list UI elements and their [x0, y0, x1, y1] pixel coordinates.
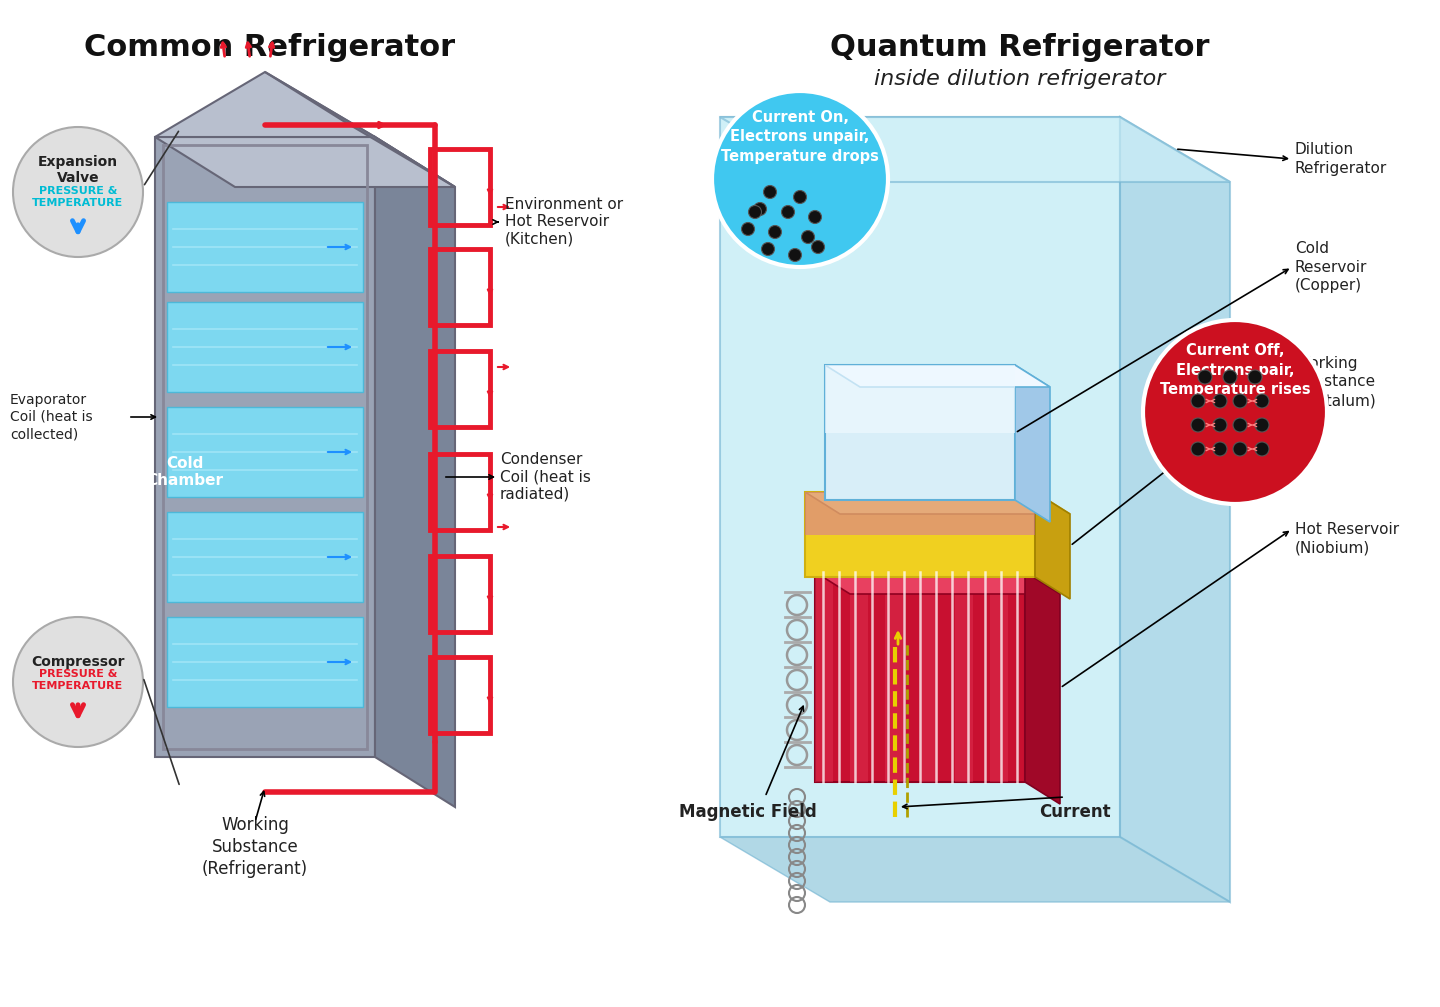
- Text: PRESSURE &
TEMPERATURE: PRESSURE & TEMPERATURE: [32, 670, 124, 691]
- Polygon shape: [815, 572, 1025, 782]
- Polygon shape: [886, 572, 903, 782]
- Polygon shape: [815, 572, 832, 782]
- Circle shape: [742, 223, 755, 236]
- Polygon shape: [720, 117, 1230, 182]
- Circle shape: [749, 205, 762, 219]
- Polygon shape: [991, 572, 1008, 782]
- Circle shape: [1191, 442, 1205, 456]
- Polygon shape: [1035, 492, 1070, 599]
- Polygon shape: [805, 492, 1035, 577]
- Circle shape: [769, 226, 782, 239]
- Polygon shape: [805, 492, 1035, 535]
- Polygon shape: [805, 492, 1070, 514]
- Text: Cold
Reservoir
(Copper): Cold Reservoir (Copper): [1295, 241, 1368, 293]
- Circle shape: [1256, 394, 1269, 408]
- Polygon shape: [156, 137, 455, 187]
- Circle shape: [1256, 418, 1269, 432]
- Polygon shape: [920, 572, 937, 782]
- Text: Expansion
Valve: Expansion Valve: [37, 155, 118, 185]
- Polygon shape: [1015, 365, 1050, 522]
- Polygon shape: [1120, 117, 1230, 902]
- Polygon shape: [825, 365, 1015, 433]
- Circle shape: [1212, 418, 1227, 432]
- Text: PRESSURE &
TEMPERATURE: PRESSURE & TEMPERATURE: [32, 186, 124, 207]
- Circle shape: [1212, 442, 1227, 456]
- Circle shape: [782, 205, 795, 219]
- Circle shape: [1191, 394, 1205, 408]
- Polygon shape: [167, 302, 363, 392]
- Circle shape: [1198, 370, 1212, 384]
- Text: Compressor: Compressor: [32, 655, 125, 669]
- Circle shape: [13, 127, 143, 257]
- Polygon shape: [825, 365, 1050, 387]
- Polygon shape: [850, 572, 867, 782]
- Text: Working
Substance
(Tantalum): Working Substance (Tantalum): [1295, 355, 1377, 408]
- Polygon shape: [815, 572, 1060, 594]
- Polygon shape: [1025, 572, 1060, 804]
- Circle shape: [808, 210, 821, 224]
- Text: Dilution
Refrigerator: Dilution Refrigerator: [1295, 142, 1387, 176]
- Text: inside dilution refrigerator: inside dilution refrigerator: [874, 69, 1166, 89]
- Circle shape: [789, 249, 802, 262]
- Text: Current: Current: [1040, 803, 1110, 821]
- Text: Current Off,
Electrons pair,
Temperature rises: Current Off, Electrons pair, Temperature…: [1159, 342, 1310, 398]
- Polygon shape: [955, 572, 972, 782]
- Polygon shape: [825, 365, 1015, 500]
- Circle shape: [1233, 394, 1247, 408]
- Text: Common Refrigerator: Common Refrigerator: [85, 32, 455, 61]
- Text: Condenser
Coil (heat is
radiated): Condenser Coil (heat is radiated): [500, 452, 590, 501]
- Polygon shape: [720, 837, 1230, 902]
- Polygon shape: [374, 137, 455, 807]
- Text: Working
Substance
(Refrigerant): Working Substance (Refrigerant): [202, 816, 308, 878]
- Polygon shape: [156, 71, 374, 137]
- Circle shape: [812, 241, 825, 254]
- Circle shape: [753, 202, 766, 215]
- Circle shape: [1256, 442, 1269, 456]
- Text: Cold
Chamber: Cold Chamber: [147, 456, 223, 488]
- Polygon shape: [167, 512, 363, 602]
- Circle shape: [763, 185, 776, 198]
- Circle shape: [802, 231, 815, 244]
- Text: Magnetic Field: Magnetic Field: [680, 803, 816, 821]
- Circle shape: [13, 617, 143, 747]
- Circle shape: [1223, 370, 1237, 384]
- Circle shape: [762, 243, 775, 256]
- Text: Evaporator
Coil (heat is
collected): Evaporator Coil (heat is collected): [10, 393, 92, 441]
- Circle shape: [1233, 442, 1247, 456]
- Text: Environment or
Hot Reservoir
(Kitchen): Environment or Hot Reservoir (Kitchen): [505, 197, 624, 247]
- Polygon shape: [167, 202, 363, 292]
- Circle shape: [1233, 418, 1247, 432]
- Circle shape: [1248, 370, 1261, 384]
- Text: Quantum Refrigerator: Quantum Refrigerator: [831, 32, 1210, 61]
- Polygon shape: [265, 71, 455, 187]
- Text: Hot Reservoir
(Niobium): Hot Reservoir (Niobium): [1295, 523, 1400, 556]
- Circle shape: [793, 190, 806, 203]
- Polygon shape: [167, 407, 363, 497]
- Polygon shape: [156, 137, 374, 757]
- Polygon shape: [720, 117, 1120, 837]
- Polygon shape: [167, 617, 363, 707]
- Circle shape: [1143, 320, 1328, 504]
- Circle shape: [711, 91, 888, 267]
- Circle shape: [1212, 394, 1227, 408]
- Circle shape: [1191, 418, 1205, 432]
- Text: Current On,
Electrons unpair,
Temperature drops: Current On, Electrons unpair, Temperatur…: [721, 110, 878, 164]
